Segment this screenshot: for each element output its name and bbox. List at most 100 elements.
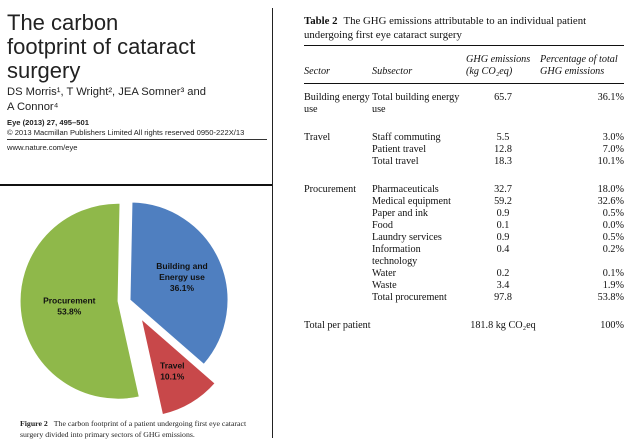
cell-ghg-emissions: 12.8 xyxy=(494,144,512,155)
cell-percentage: 53.8% xyxy=(597,292,624,303)
cell-subsector: Information technology xyxy=(372,244,421,267)
cell-sector xyxy=(304,144,372,156)
cell-subsector: Total building energy use xyxy=(372,92,460,115)
cell-percentage: 18.0% xyxy=(597,184,624,195)
cell-sector: Building energy use xyxy=(304,92,370,115)
cell-subsector: Food xyxy=(372,220,393,231)
column-divider xyxy=(272,8,273,438)
pie-chart: Building and Energy use 36.1% Travel 10.1% Pr… xyxy=(19,201,229,415)
table-row: Food 0.1 0.0% xyxy=(304,220,624,232)
pie-slice-label: Building and Energy use 36.1% xyxy=(156,261,207,293)
cell-subsector: Staff commuting xyxy=(372,132,441,143)
cell-percentage: 0.2% xyxy=(602,244,624,255)
title-line: surgery xyxy=(7,58,81,83)
cell-ghg-emissions: 3.4 xyxy=(496,280,510,291)
pie-slice-procurement xyxy=(19,202,140,400)
figure-caption: Figure 2 The carbon footprint of a patien… xyxy=(20,418,265,440)
table-top-rule xyxy=(304,45,624,46)
figure-caption-text: The carbon footprint of a patient underg… xyxy=(20,419,247,439)
cell-ghg-emissions: 0.4 xyxy=(496,244,510,255)
header-divider xyxy=(7,139,267,140)
cell-sector: Total per patient xyxy=(304,320,371,331)
cell-percentage: 36.1% xyxy=(597,92,624,103)
table-caption: Table 2 The GHG emissions attributable to… xyxy=(304,14,624,42)
cell-ghg-emissions: 0.2 xyxy=(496,268,510,279)
table-caption-text: The GHG emissions attributable to an ind… xyxy=(304,15,587,41)
cell-subsector: Waste xyxy=(372,280,397,291)
cell-ghg-emissions: 18.3 xyxy=(494,156,512,167)
copyright-notice: © 2013 Macmillan Publishers Limited All … xyxy=(7,127,245,137)
cell-percentage: 10.1% xyxy=(597,156,624,167)
journal-website-link[interactable]: www.nature.com/eye xyxy=(7,143,78,152)
cell-percentage: 0.5% xyxy=(602,208,624,219)
cell-sector xyxy=(304,280,372,292)
cell-sector xyxy=(304,208,372,220)
table-row: Procurement Pharmaceuticals 32.7 18.0% xyxy=(304,168,624,196)
table-row: Laundry services 0.9 0.5% xyxy=(304,232,624,244)
cell-sector xyxy=(304,232,372,244)
table-row: Patient travel 12.8 7.0% xyxy=(304,144,624,156)
cell-subsector xyxy=(372,304,466,332)
cell-sector xyxy=(304,196,372,208)
table-number: Table 2 xyxy=(304,15,338,27)
cell-subsector: Total procurement xyxy=(372,292,447,303)
pie-slice-label: Travel 10.1% xyxy=(160,361,185,382)
cell-ghg-emissions: 59.2 xyxy=(494,196,512,207)
cell-ghg-emissions: 0.9 xyxy=(496,232,510,243)
table-row: Paper and ink 0.9 0.5% xyxy=(304,208,624,220)
table-header-row: Sector Subsector GHG emissions (kg CO₂eq… xyxy=(304,54,624,82)
cell-percentage: 0.1% xyxy=(602,268,624,279)
cell-percentage: 100% xyxy=(600,320,624,331)
cell-ghg-emissions: 97.8 xyxy=(494,292,512,303)
table-row: Total procurement 97.8 53.8% xyxy=(304,292,624,304)
journal-info: Eye (2013) 27, 495–501 © 2013 Macmillan … xyxy=(7,118,269,137)
table-header-rule xyxy=(304,83,624,84)
cell-sector xyxy=(304,156,372,168)
article-title: The carbon footprint of cataract surgery xyxy=(7,11,269,83)
header-sector: Sector xyxy=(304,66,331,77)
header-subsector: Subsector xyxy=(372,66,413,77)
cell-subsector: Laundry services xyxy=(372,232,442,243)
pie-slice-building-and-energy-use xyxy=(129,201,229,366)
table-row: Water 0.2 0.1% xyxy=(304,268,624,280)
cell-percentage: 7.0% xyxy=(602,144,624,155)
cell-sector xyxy=(304,292,372,304)
cell-subsector: Pharmaceuticals xyxy=(372,184,439,195)
cell-sector xyxy=(304,220,372,232)
cell-subsector: Paper and ink xyxy=(372,208,429,219)
table-row: Building energy use Total building energy… xyxy=(304,82,624,116)
table-column: Table 2 The GHG emissions attributable to… xyxy=(290,0,626,445)
cell-percentage: 3.0% xyxy=(602,132,624,143)
cell-subsector: Total travel xyxy=(372,156,419,167)
cell-percentage: 32.6% xyxy=(597,196,624,207)
article-authors: DS Morris¹, T Wright², JEA Somner³ and A… xyxy=(7,85,269,115)
cell-sector xyxy=(304,268,372,280)
journal-reference: Eye (2013) 27, 495–501 xyxy=(7,118,89,127)
cell-sector xyxy=(304,244,372,268)
article-column: The carbon footprint of cataract surgery… xyxy=(0,0,272,445)
cell-percentage: 1.9% xyxy=(602,280,624,291)
pie-slice-label: Procurement 53.8% xyxy=(43,296,96,317)
cell-ghg-emissions: 65.7 xyxy=(494,92,512,103)
cell-ghg-emissions: 0.1 xyxy=(496,220,510,231)
table-row: Total per patient 181.8 kg CO₂eq 100% xyxy=(304,304,624,332)
cell-percentage: 0.0% xyxy=(602,220,624,231)
pie-slice-travel xyxy=(140,317,216,415)
table-row: Travel Staff commuting 5.5 3.0% xyxy=(304,116,624,144)
authors-line: A Connor⁴ xyxy=(7,101,59,113)
header-ghg-emissions: GHG emissions (kg CO₂eq) xyxy=(466,54,531,77)
cell-percentage: 0.5% xyxy=(602,232,624,243)
cell-subsector: Patient travel xyxy=(372,144,427,155)
ghg-emissions-table: Sector Subsector GHG emissions (kg CO₂eq… xyxy=(304,54,624,332)
cell-subsector: Water xyxy=(372,268,397,279)
header-percentage: Percentage of total GHG emissions xyxy=(540,54,618,77)
cell-ghg-emissions: 0.9 xyxy=(496,208,510,219)
cell-ghg-emissions: 32.7 xyxy=(494,184,512,195)
figure-number: Figure 2 xyxy=(20,419,48,428)
title-line: The carbon xyxy=(7,10,119,35)
table-row: Waste 3.4 1.9% xyxy=(304,280,624,292)
cell-sector: Procurement xyxy=(304,184,357,195)
title-line: footprint of cataract xyxy=(7,34,196,59)
cell-ghg-emissions: 5.5 xyxy=(496,132,510,143)
table-row: Total travel 18.3 10.1% xyxy=(304,156,624,168)
